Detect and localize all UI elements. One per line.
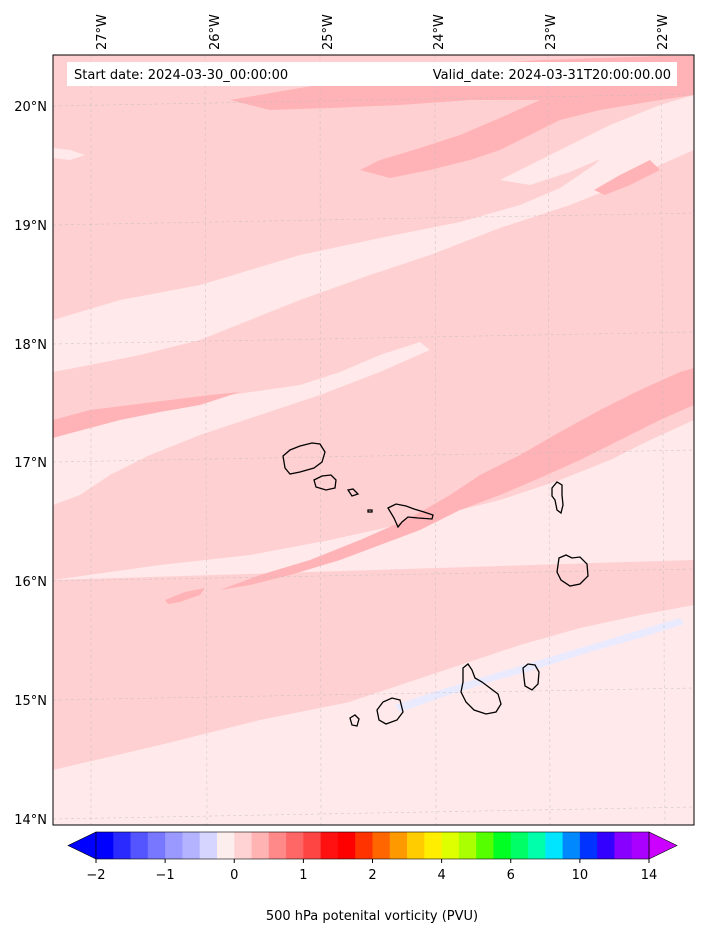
colorbar-segment (424, 832, 443, 859)
colorbar-segment (510, 832, 529, 859)
colorbar-segment (528, 832, 546, 859)
lat-label: 20°N (14, 100, 47, 115)
colorbar-under-arrow (67, 831, 97, 860)
lat-label: 19°N (14, 219, 47, 234)
colorbar-segment (372, 832, 391, 859)
island-branco (367, 509, 373, 513)
lat-label: 15°N (14, 694, 47, 709)
colorbar-label: 500 hPa potenital vorticity (PVU) (266, 909, 478, 924)
island-boa-vista (556, 554, 589, 587)
island-fogo (376, 697, 404, 725)
colorbar-over-arrow (648, 831, 678, 860)
colorbar-segment (130, 832, 149, 859)
colorbar-tick-label: 6 (507, 868, 515, 883)
lat-label: 14°N (14, 813, 47, 828)
colorbar-tick-label: 2 (368, 868, 376, 883)
island-santiago (460, 663, 502, 715)
island-maio (522, 663, 540, 691)
field-medium-band-north (230, 56, 694, 178)
colorbar-segment (579, 832, 598, 859)
colorbar-segment (355, 832, 373, 859)
colorbar-tick-label: 10 (572, 868, 589, 883)
island-sao-nicolau (387, 503, 434, 529)
colorbar-segment (113, 832, 131, 859)
colorbar-segment (216, 832, 235, 859)
colorbar-segment (268, 832, 287, 859)
colorbar-tick-label: −2 (86, 868, 105, 883)
lat-label: 18°N (14, 338, 47, 353)
colorbar-segment (182, 832, 201, 859)
island-santa-luzia (346, 488, 360, 497)
island-brava (349, 714, 360, 727)
colorbar-tick-label: 0 (230, 868, 238, 883)
island-santo-antao (282, 442, 326, 475)
lon-label: 23°W (544, 14, 559, 50)
lat-label: 16°N (14, 575, 47, 590)
field-pale-band-middle (53, 342, 430, 505)
colorbar-segment (458, 832, 477, 859)
colorbar-tick-label: −1 (156, 868, 175, 883)
colorbar-segment (493, 832, 512, 859)
map-frame (52, 54, 695, 826)
title-box (67, 62, 677, 86)
field-medium-streak-nw (53, 392, 240, 438)
colorbar-segment (545, 832, 563, 859)
colorbar-segment (303, 832, 322, 859)
field-bluish-streak (395, 618, 684, 712)
lon-label: 24°W (432, 14, 447, 50)
latitude-labels: 20°N 19°N 18°N 17°N 16°N 15°N 14°N (14, 100, 47, 828)
colorbar-segment (337, 832, 356, 859)
lon-label: 27°W (95, 14, 110, 50)
colorbar-segment (597, 832, 615, 859)
colorbar-segment (147, 832, 166, 859)
colorbar-segment (441, 832, 460, 859)
colorbar-segment (165, 832, 183, 859)
colorbar-segment (234, 832, 252, 859)
field-medium-streak-ne (594, 160, 660, 195)
colorbar-segment (96, 832, 114, 859)
lat-label: 17°N (14, 456, 47, 471)
colorbar (67, 831, 678, 860)
colorbar-tick-label: 1 (299, 868, 307, 883)
colorbar-segment (476, 832, 494, 859)
valid-date-label: Valid_date: 2024-03-31T20:00:00.00 (433, 68, 671, 83)
island-sal (551, 481, 564, 515)
field-pale-band-north (53, 100, 694, 372)
colorbar-segment (320, 832, 339, 859)
field-medium-band-central (220, 368, 694, 590)
lon-label: 22°W (656, 14, 671, 50)
start-date-label: Start date: 2024-03-30_00:00:00 (74, 68, 288, 83)
colorbar-segment (407, 832, 425, 859)
island-sao-vicente (313, 474, 337, 491)
colorbar-segment (614, 832, 633, 859)
colorbar-segment (199, 832, 218, 859)
colorbar-tick-label: 4 (437, 868, 445, 883)
colorbar-segment (251, 832, 270, 859)
colorbar-segment (562, 832, 581, 859)
colorbar-segment (631, 832, 650, 859)
map-panel: Start date: 2024-03-30_00:00:00 Valid_da… (53, 55, 694, 825)
field-medium-patch-sw (165, 588, 205, 604)
gridlines (53, 55, 694, 825)
lon-label: 25°W (321, 14, 336, 50)
colorbar-ticks: −2 −1 0 1 2 4 6 10 14 (86, 859, 657, 883)
colorbar-segment (286, 832, 304, 859)
colorbar-tick-label: 14 (641, 868, 658, 883)
field-pale-streak-w (53, 148, 85, 160)
coastlines (282, 442, 589, 727)
field-pale-patch-ne (500, 95, 694, 185)
colorbar-segment (389, 832, 408, 859)
lon-label: 26°W (208, 14, 223, 50)
longitude-labels: 27°W 26°W 25°W 24°W 23°W 22°W (95, 14, 671, 50)
